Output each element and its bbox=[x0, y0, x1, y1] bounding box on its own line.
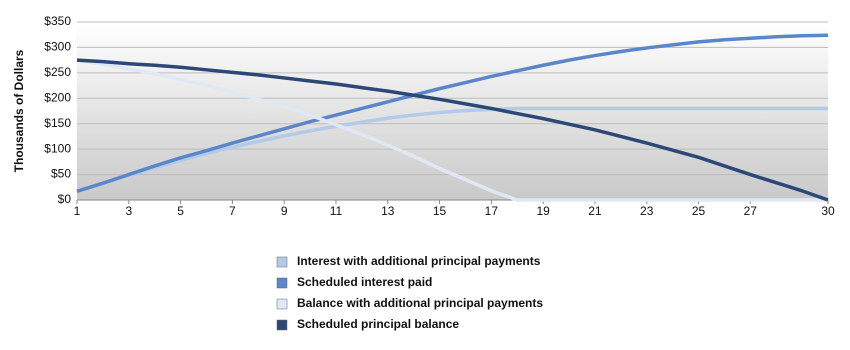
x-tick-label: 23 bbox=[640, 204, 654, 218]
legend-label: Interest with additional principal payme… bbox=[297, 254, 541, 268]
y-tick-label: $350 bbox=[44, 14, 71, 28]
x-tick-label: 1 bbox=[74, 204, 81, 218]
legend-label: Balance with additional principal paymen… bbox=[297, 296, 543, 310]
x-tick-label: 15 bbox=[433, 204, 447, 218]
y-tick-label: $100 bbox=[44, 141, 71, 155]
x-tick-label: 27 bbox=[744, 204, 758, 218]
legend-swatch bbox=[276, 256, 288, 268]
x-tick-label: 30 bbox=[821, 204, 835, 218]
x-tick-label: 11 bbox=[330, 204, 343, 218]
x-tick-label: 13 bbox=[381, 204, 395, 218]
x-tick-label: 17 bbox=[485, 204, 499, 218]
series-line bbox=[76, 33, 829, 194]
y-tick-label: $250 bbox=[44, 65, 71, 79]
legend-swatch bbox=[276, 319, 288, 331]
x-tick-label: 21 bbox=[588, 204, 602, 218]
legend-label: Scheduled principal balance bbox=[297, 317, 459, 331]
legend-swatch bbox=[276, 298, 288, 310]
x-tick-label: 19 bbox=[536, 204, 550, 218]
y-tick-label: $150 bbox=[44, 116, 71, 130]
y-tick-label: $200 bbox=[44, 90, 71, 104]
x-tick-label: 5 bbox=[177, 204, 184, 218]
x-tick-label: 3 bbox=[125, 204, 132, 218]
y-tick-label: $0 bbox=[58, 192, 72, 206]
y-tick-label: $300 bbox=[44, 40, 71, 54]
series-line bbox=[76, 58, 828, 202]
x-tick-label: 9 bbox=[281, 204, 288, 218]
y-tick-label: $50 bbox=[51, 167, 71, 181]
series-line bbox=[76, 58, 829, 202]
legend-swatch bbox=[276, 277, 288, 289]
series-line bbox=[76, 106, 828, 194]
x-tick-label: 25 bbox=[692, 204, 706, 218]
y-axis-label: Thousands of Dollars bbox=[12, 49, 26, 172]
legend-label: Scheduled interest paid bbox=[297, 275, 432, 289]
x-tick-label: 7 bbox=[229, 204, 236, 218]
